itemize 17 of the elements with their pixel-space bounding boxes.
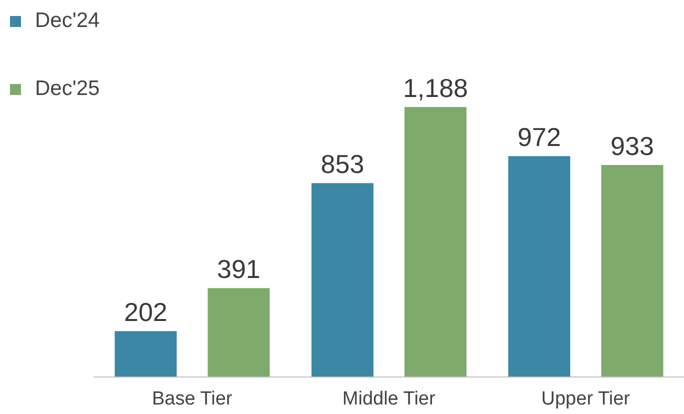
x-tick-label: Upper Tier	[541, 388, 631, 410]
data-label: 391	[217, 254, 260, 284]
legend-label: Dec'24	[35, 9, 100, 33]
x-tick-label: Middle Tier	[342, 388, 436, 410]
bar	[208, 288, 270, 377]
bar	[404, 107, 466, 377]
bar	[311, 183, 374, 377]
data-label: 853	[320, 149, 364, 180]
x-tick-label: Base Tier	[152, 388, 233, 410]
bar	[601, 164, 664, 377]
legend-label: Dec'25	[35, 77, 100, 101]
bar	[508, 156, 570, 377]
data-label: 202	[124, 297, 168, 328]
data-label: 1,188	[402, 73, 468, 103]
data-label: 933	[610, 130, 654, 161]
bar	[114, 331, 177, 377]
data-label: 972	[518, 122, 561, 152]
